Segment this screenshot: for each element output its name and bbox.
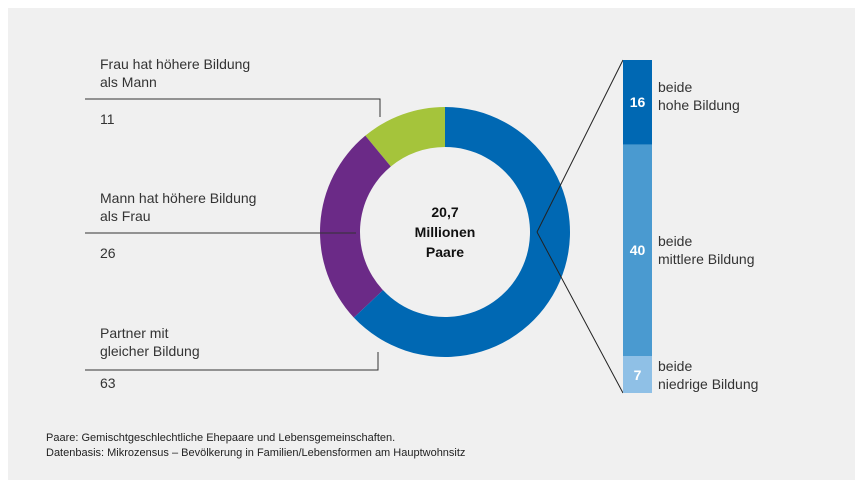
leader-line — [85, 352, 379, 371]
donut-segment — [353, 107, 570, 357]
note: Datenbasis: Mikrozensus – Bevölkerung in… — [46, 447, 466, 459]
connector — [536, 59, 624, 394]
leader-line — [85, 98, 381, 117]
category-label: Frau hat höhere Bildung als Mann — [100, 56, 251, 90]
bar-segment — [623, 60, 652, 145]
bar-segment — [623, 144, 652, 356]
category-label: beide hohe Bildung — [658, 79, 740, 113]
value-label: 63 — [100, 375, 116, 391]
value-label: 16 — [629, 94, 646, 111]
category-label: beide mittlere Bildung — [658, 233, 755, 268]
value-label: 26 — [100, 245, 116, 261]
category-label: Partner mit gleicher Bildung — [100, 325, 200, 359]
note: Paare: Gemischtgeschlechtliche Ehepaare … — [46, 432, 396, 444]
value-label: 11 — [100, 111, 115, 127]
value-label: 40 — [629, 242, 646, 259]
bar-segment — [623, 356, 652, 393]
donut-segment — [365, 107, 445, 167]
center-label: 20,7 Millionen Paare — [414, 204, 476, 260]
category-label: Mann hat höhere Bildung als Frau — [100, 190, 257, 224]
donut-segment — [320, 135, 391, 318]
panel — [8, 8, 855, 480]
category-label: beide niedrige Bildung — [658, 358, 759, 392]
value-label: 7 — [633, 366, 642, 383]
